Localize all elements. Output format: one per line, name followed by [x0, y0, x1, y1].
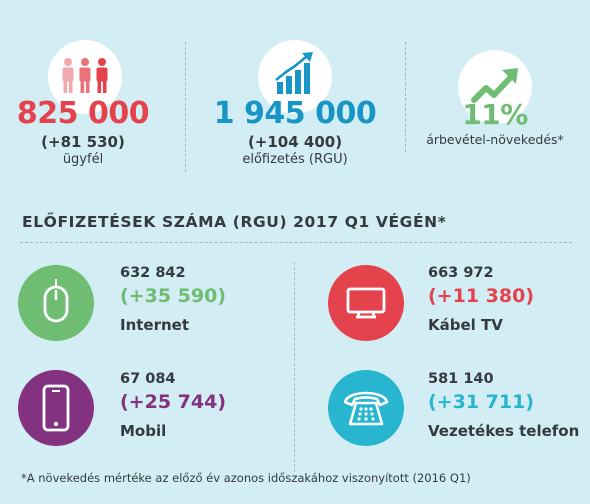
service-internet-delta: (+35 590) — [120, 285, 227, 307]
stat-customers-value: 825 000 — [16, 96, 150, 131]
stat-revenue-value: 11% — [462, 98, 528, 131]
service-landline-count: 581 140 — [428, 371, 494, 387]
stat-revenue-label: árbevétel-növekedés* — [426, 132, 564, 147]
smartphone-icon — [42, 384, 70, 432]
people-icon — [62, 58, 108, 93]
divider — [294, 262, 295, 472]
stat-subscriptions-label: előfizetés (RGU) — [242, 152, 348, 167]
telephone-icon — [343, 391, 389, 426]
service-mobile-count: 67 084 — [120, 371, 176, 387]
service-landline-name: Vezetékes telefon — [428, 422, 580, 440]
stat-customers-label: ügyfél — [62, 152, 104, 167]
service-mobile-name: Mobil — [120, 422, 167, 440]
service-mobile-circle — [18, 370, 94, 446]
footnote: *A növekedés mértéke az előző év azonos … — [21, 471, 471, 485]
service-cabletv-count: 663 972 — [428, 265, 494, 281]
trend-arrow-icon — [471, 68, 518, 103]
service-mobile-delta: (+25 744) — [120, 391, 227, 413]
stat-customers-delta: (+81 530) — [41, 133, 125, 151]
stat-revenue-circle — [458, 50, 532, 124]
stat-subscriptions-delta: (+104 400) — [247, 133, 343, 151]
stat-subscriptions-value: 1 945 000 — [213, 96, 377, 131]
service-cabletv-name: Kábel TV — [428, 316, 503, 334]
service-landline-delta: (+31 711) — [428, 391, 535, 413]
stat-subscriptions-circle — [258, 40, 332, 114]
mouse-icon — [43, 278, 69, 323]
service-landline-circle — [328, 370, 404, 446]
service-internet-count: 632 842 — [120, 265, 186, 281]
divider — [185, 42, 186, 172]
section-title: ELŐFIZETÉSEK SZÁMA (RGU) 2017 Q1 VÉGÉN* — [22, 213, 447, 231]
service-internet-circle — [18, 265, 94, 341]
service-cabletv-circle — [328, 265, 404, 341]
service-internet-name: Internet — [120, 316, 190, 334]
service-cabletv-delta: (+11 380) — [428, 285, 535, 307]
section-divider — [20, 242, 572, 243]
divider — [405, 42, 406, 152]
stat-customers-circle — [48, 40, 122, 114]
tv-icon — [346, 287, 386, 319]
bar-chart-growth-icon — [275, 52, 313, 94]
